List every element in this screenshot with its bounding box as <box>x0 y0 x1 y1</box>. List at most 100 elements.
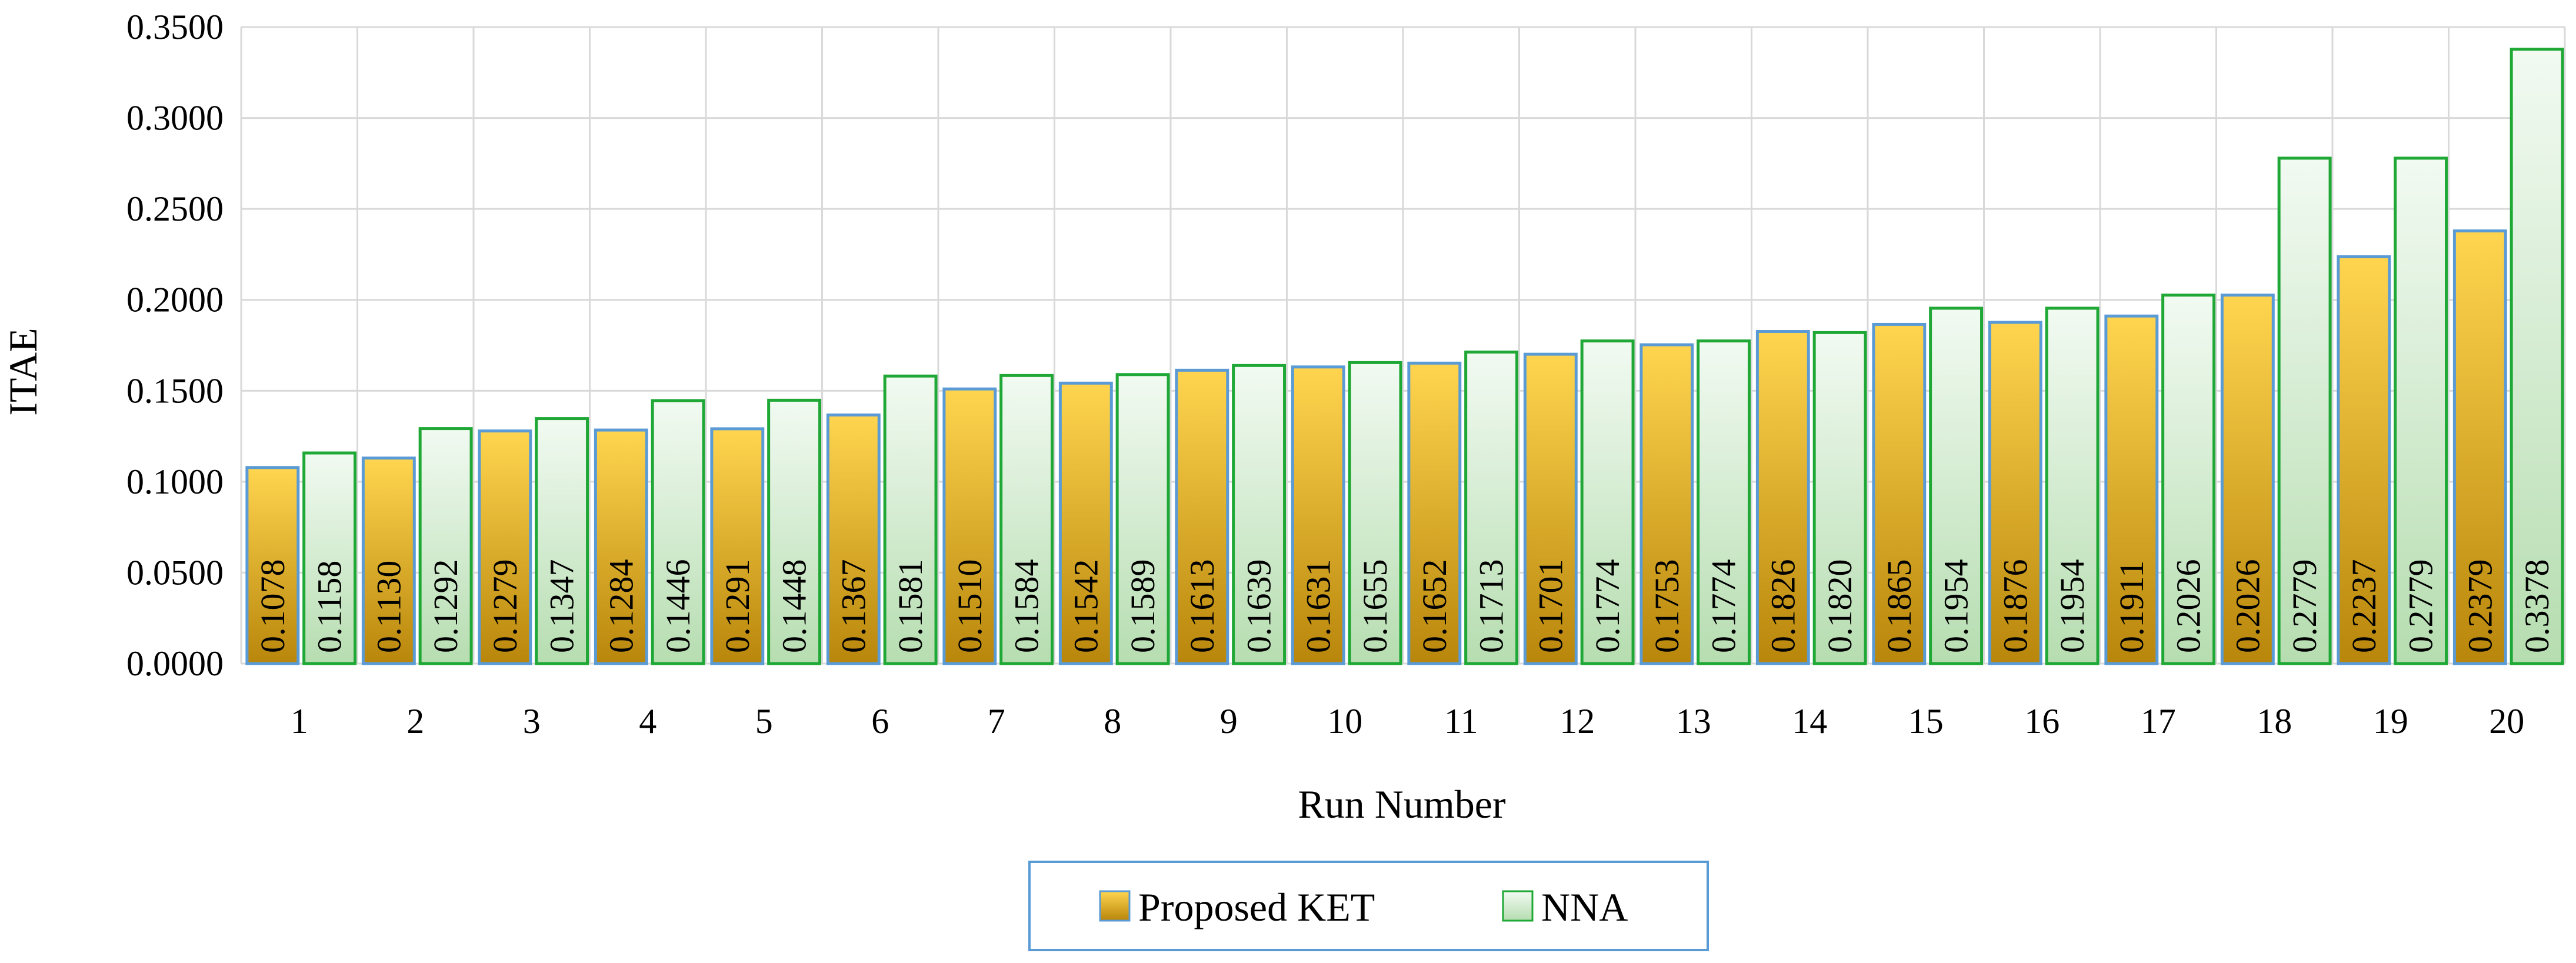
bar-nna-run-18 <box>2277 156 2332 665</box>
x-tick-label: 12 <box>1559 702 1595 741</box>
bar-value-label: 0.1589 <box>1124 559 1162 654</box>
bar-label-group: 0.1078 0.1158 0.1130 0.1292 0.1279 0.1347 0.12… <box>254 559 2556 654</box>
bar-value-label: 0.1865 <box>1880 559 1918 654</box>
bar-value-label: 0.1954 <box>2053 559 2091 654</box>
y-tick-label: 0.3000 <box>126 99 224 138</box>
bar-value-label: 0.1774 <box>1705 559 1743 654</box>
bar-value-label: 0.1510 <box>951 559 989 654</box>
x-tick-label: 17 <box>2141 702 2176 741</box>
x-tick-label: 6 <box>871 702 889 741</box>
bar-value-label: 0.2379 <box>2461 559 2499 654</box>
bar-value-label: 0.1584 <box>1008 559 1046 654</box>
bar-nna-run-11 <box>1464 350 1519 665</box>
bar-value-label: 0.2779 <box>2402 559 2440 654</box>
x-tick-label: 3 <box>523 702 541 741</box>
legend-label-proposed-ket: Proposed KET <box>1138 885 1375 929</box>
x-axis-ticks: 1 2 3 4 5 6 7 8 9 10 11 12 13 14 15 16 17 18 19 20 <box>291 702 2525 741</box>
bar-nna-run-10 <box>1348 361 1402 665</box>
bar-value-label: 0.1291 <box>718 559 757 654</box>
x-tick-label: 10 <box>1327 702 1362 741</box>
grid-lines <box>240 26 2566 665</box>
bar-proposed-ket-run-5 <box>710 427 765 665</box>
bar-value-label: 0.1701 <box>1531 559 1569 654</box>
bar-proposed-ket-run-3 <box>478 429 532 665</box>
bar-proposed-ket-run-16 <box>1988 321 2042 665</box>
x-tick-label: 20 <box>2489 702 2524 741</box>
bar-value-label: 0.3378 <box>2518 559 2556 654</box>
bar-value-label: 0.1347 <box>543 559 581 654</box>
bar-value-label: 0.1292 <box>426 559 465 654</box>
legend-swatch-nna <box>1502 890 1534 922</box>
bar-nna-run-9 <box>1232 364 1287 665</box>
bar-nna-run-4 <box>651 399 705 665</box>
bar-value-label: 0.1753 <box>1648 559 1686 654</box>
bar-proposed-ket-run-4 <box>594 428 648 665</box>
x-tick-label: 15 <box>1908 702 1944 741</box>
x-axis-title: Run Number <box>1298 782 1506 827</box>
bar-value-label: 0.1613 <box>1183 559 1221 654</box>
bar-proposed-ket-run-11 <box>1407 361 1462 665</box>
bar-value-label: 0.1954 <box>1937 559 1975 654</box>
y-tick-label: 0.3500 <box>126 8 224 46</box>
bar-nna-run-16 <box>2045 306 2100 665</box>
x-tick-label: 8 <box>1104 702 1121 741</box>
bar-proposed-ket-run-8 <box>1058 381 1113 665</box>
bar-nna-run-19 <box>2394 156 2448 665</box>
bar-proposed-ket-run-6 <box>826 413 881 665</box>
y-tick-label: 0.1500 <box>126 371 224 410</box>
x-tick-label: 1 <box>291 702 308 741</box>
bar-value-label: 0.1639 <box>1240 559 1278 654</box>
y-tick-label: 0.2500 <box>126 189 224 228</box>
bar-nna-run-17 <box>2161 294 2216 665</box>
bar-proposed-ket-run-2 <box>361 456 416 665</box>
y-tick-label: 0.1000 <box>126 462 224 501</box>
bar-nna-run-15 <box>1929 306 1984 665</box>
bar-value-label: 0.1446 <box>659 559 697 654</box>
bar-value-label: 0.2026 <box>2228 559 2267 654</box>
bar-value-label: 0.1911 <box>2112 561 2151 653</box>
bar-value-label: 0.1774 <box>1588 559 1627 654</box>
y-axis-ticks: 0.0000 0.0500 0.1000 0.1500 0.2000 0.2500 0.30… <box>126 8 224 683</box>
x-tick-label: 5 <box>755 702 773 741</box>
bar-value-label: 0.1713 <box>1472 559 1511 654</box>
y-tick-label: 0.2000 <box>126 281 224 319</box>
x-tick-label: 14 <box>1792 702 1827 741</box>
bar-nna-run-8 <box>1115 373 1170 665</box>
bar-nna-run-20 <box>2510 48 2564 665</box>
bar-proposed-ket-run-18 <box>2220 294 2275 665</box>
bar-value-label: 0.1542 <box>1067 559 1105 654</box>
bar-value-label: 0.1284 <box>602 559 640 654</box>
bar-proposed-ket-run-9 <box>1175 368 1229 665</box>
bar-value-label: 0.1876 <box>1996 559 2034 654</box>
bar-value-label: 0.2026 <box>2170 559 2208 654</box>
bar-proposed-ket-run-17 <box>2104 314 2159 665</box>
bar-value-label: 0.1631 <box>1299 559 1337 654</box>
bar-value-label: 0.1158 <box>311 561 349 653</box>
bar-nna-run-2 <box>418 427 473 665</box>
x-tick-label: 13 <box>1676 702 1711 741</box>
x-tick-label: 2 <box>406 702 424 741</box>
bar-nna-run-12 <box>1580 339 1635 665</box>
x-tick-label: 11 <box>1444 702 1478 741</box>
bar-nna-run-13 <box>1697 339 1751 665</box>
bar-value-label: 0.1820 <box>1821 559 1859 654</box>
y-tick-label: 0.0000 <box>126 644 224 683</box>
bar-value-label: 0.1078 <box>254 559 292 654</box>
bar-value-label: 0.1130 <box>369 561 408 653</box>
bar-group <box>245 48 2564 665</box>
bar-proposed-ket-run-13 <box>1639 343 1694 665</box>
y-axis-title: ITAE <box>1 328 45 415</box>
bar-proposed-ket-run-7 <box>942 387 997 665</box>
bar-proposed-ket-run-10 <box>1291 365 1345 665</box>
x-tick-label: 19 <box>2373 702 2408 741</box>
x-tick-label: 4 <box>639 702 657 741</box>
legend: Proposed KET NNA <box>1028 861 1709 951</box>
bar-value-label: 0.1367 <box>834 559 872 654</box>
x-tick-label: 7 <box>988 702 1005 741</box>
bar-proposed-ket-run-12 <box>1523 352 1578 665</box>
bar-value-label: 0.2779 <box>2285 559 2324 654</box>
bar-nna-run-6 <box>883 374 938 665</box>
bar-proposed-ket-run-1 <box>245 466 300 665</box>
legend-label-nna: NNA <box>1541 885 1628 929</box>
